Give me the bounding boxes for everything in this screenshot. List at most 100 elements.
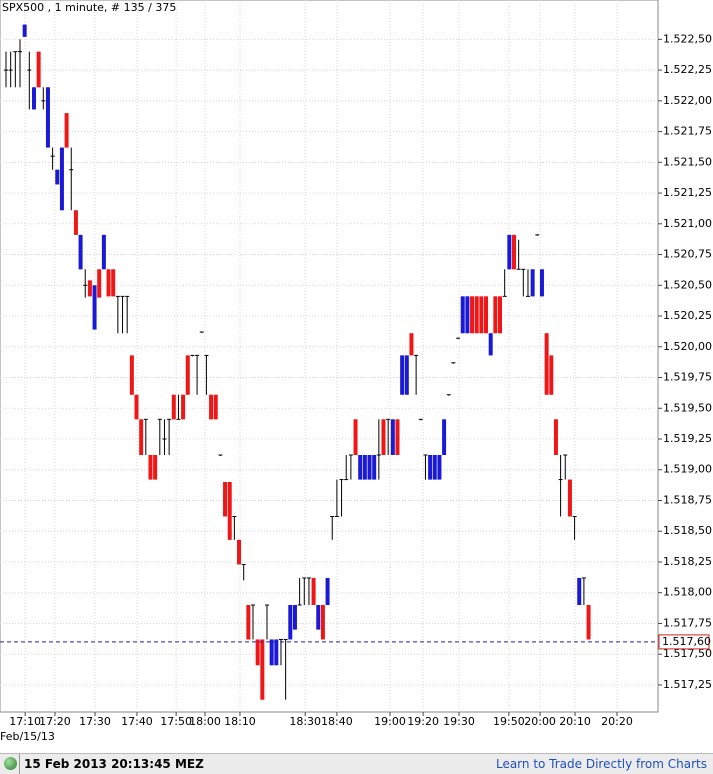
y-tick-label: 1.521,75 (663, 125, 712, 138)
bar-body (255, 639, 260, 666)
promo-link[interactable]: Learn to Trade Directly from Charts (495, 757, 707, 771)
bar-body (437, 454, 442, 480)
y-tick-label: 1.518,25 (663, 555, 712, 568)
bar-body (288, 605, 293, 640)
bar-body (92, 285, 97, 330)
bar-body (358, 454, 363, 480)
bar-body (567, 479, 572, 517)
bar-body (78, 234, 83, 270)
bar-body (362, 454, 367, 480)
x-tick-label: 17:10 (9, 715, 41, 728)
bar-body (488, 333, 493, 356)
chart-title: SPX500 , 1 minute, # 135 / 375 (2, 1, 176, 14)
bar-body (493, 296, 498, 334)
x-tick-label: 17:40 (121, 715, 153, 728)
bar-body (507, 234, 512, 270)
bar-body (87, 280, 92, 297)
y-tick-label: 1.518,00 (663, 586, 712, 599)
y-tick-label: 1.522,00 (663, 94, 712, 107)
y-tick-label: 1.517,50 (663, 647, 712, 660)
y-tick-label: 1.517,25 (663, 678, 712, 691)
y-tick-label: 1.521,50 (663, 155, 712, 168)
bar-body (227, 482, 232, 540)
bar-body (246, 605, 251, 640)
bar-body (432, 454, 437, 480)
bar-body (31, 87, 36, 110)
bar-body (442, 419, 447, 455)
bar-body (129, 355, 134, 395)
x-tick-label: 18:40 (321, 715, 353, 728)
bar-body (544, 333, 549, 395)
bar-body (292, 605, 297, 630)
bar-body (59, 147, 64, 211)
plot-area (0, 0, 659, 713)
last-price-box (658, 634, 710, 650)
bar-body (55, 169, 60, 185)
y-tick-label: 1.522,25 (663, 63, 712, 76)
x-tick-label: 18:30 (289, 715, 321, 728)
bar-body (404, 355, 409, 395)
y-tick-label: 1.520,25 (663, 309, 712, 322)
y-tick-label: 1.521,25 (663, 186, 712, 199)
y-tick-label: 1.520,50 (663, 278, 712, 291)
x-tick-label: 19:00 (374, 715, 406, 728)
bar-body (372, 454, 377, 480)
x-tick-label: 17:20 (39, 715, 71, 728)
bar-body (64, 113, 69, 148)
bar-body (400, 355, 405, 395)
bar-body (577, 577, 582, 606)
bar-body (498, 296, 503, 334)
bar-body (213, 394, 218, 420)
x-tick-label: 18:00 (189, 715, 221, 728)
bar-body (269, 639, 274, 666)
x-tick-label: 20:10 (559, 715, 591, 728)
bar-body (73, 210, 78, 235)
bar-body (311, 577, 316, 606)
date-label: Feb/15/13 (0, 730, 55, 743)
bar-body (139, 419, 144, 455)
timestamp: 15 Feb 2013 20:13:45 MEZ (24, 757, 204, 771)
bar-body (553, 419, 558, 455)
bar-body (45, 87, 50, 148)
bar-body (101, 234, 106, 270)
footer: 15 Feb 2013 20:13:45 MEZ Learn to Trade … (0, 753, 713, 774)
x-tick-label: 17:30 (79, 715, 111, 728)
x-tick-label: 20:00 (524, 715, 556, 728)
separator (19, 754, 20, 774)
bar-body (479, 296, 484, 334)
bar-body (153, 454, 158, 480)
x-tick-label: 19:50 (493, 715, 525, 728)
bar-body (260, 639, 265, 700)
bar-body (316, 605, 321, 630)
bar-body (171, 394, 176, 420)
y-tick-label: 1.522,50 (663, 32, 712, 45)
bar-body (409, 333, 414, 356)
x-tick-label: 19:20 (407, 715, 439, 728)
bar-body (181, 394, 186, 420)
bar-body (353, 419, 358, 455)
y-tick-label: 1.519,75 (663, 371, 712, 384)
bar-body (320, 605, 325, 640)
x-tick-label: 19:30 (443, 715, 475, 728)
x-tick-label: 17:50 (160, 715, 192, 728)
y-tick-label: 1.520,00 (663, 340, 712, 353)
x-tick-label: 18:10 (224, 715, 256, 728)
bar-body (511, 234, 516, 270)
last-price-label: 1.517,60 (662, 635, 711, 648)
bar-body (428, 454, 433, 480)
bar-body (390, 419, 395, 455)
bar-body (381, 419, 386, 455)
bar-body (325, 577, 330, 606)
bar-body (185, 355, 190, 395)
bar-body (539, 269, 544, 297)
bar-body (22, 24, 27, 37)
bar-body (470, 296, 475, 334)
bar-body (134, 394, 139, 420)
y-tick-label: 1.521,00 (663, 217, 712, 230)
bar-body (36, 51, 41, 88)
bar-body (586, 605, 591, 640)
bar-body (484, 296, 489, 334)
y-tick-label: 1.518,75 (663, 493, 712, 506)
y-tick-label: 1.517,75 (663, 616, 712, 629)
